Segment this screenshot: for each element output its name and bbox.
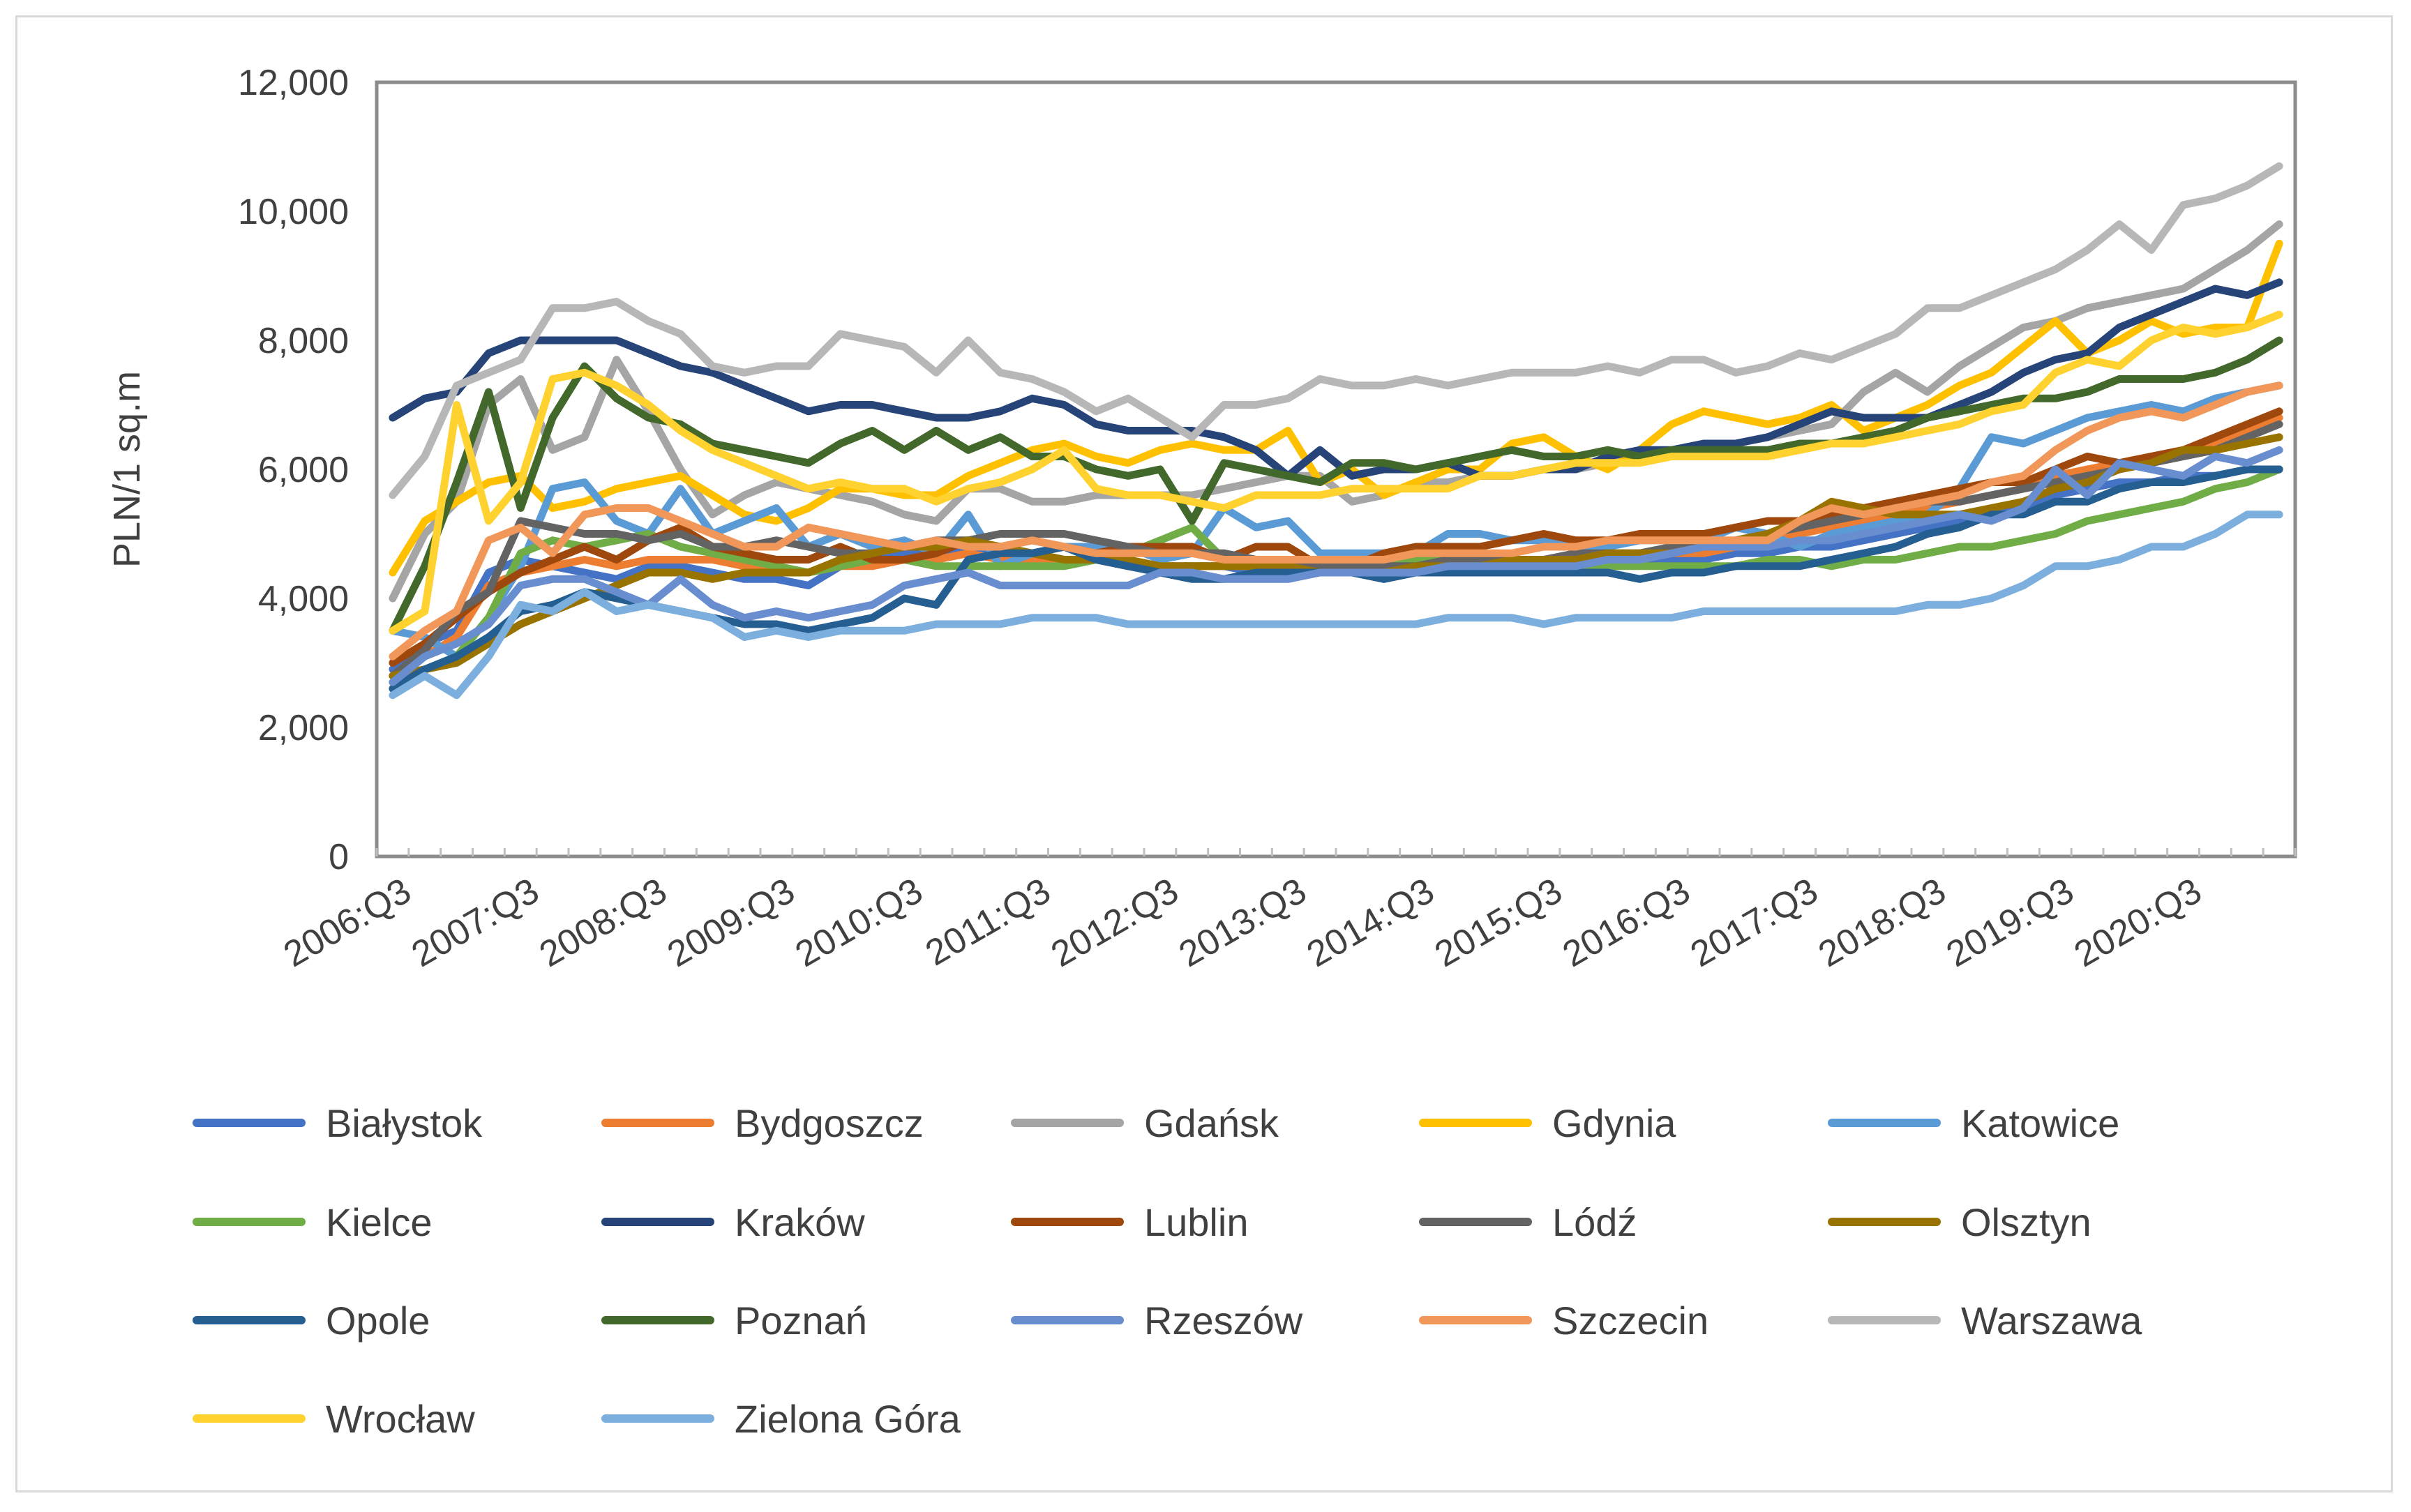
y-axis: 0 2,000 4,000 6,000 8,000 10,000 12,000 bbox=[238, 63, 349, 877]
series-line-wroc-aw bbox=[389, 310, 2283, 635]
legend-item: Lódź bbox=[1419, 1200, 1637, 1244]
y-tick-label: 4,000 bbox=[258, 579, 349, 619]
y-tick-label: 6,000 bbox=[258, 450, 349, 490]
legend-item: Katowice bbox=[1828, 1101, 2119, 1145]
x-tick-label: 2012:Q3 bbox=[1044, 870, 1185, 975]
legend-label: Lódź bbox=[1552, 1200, 1637, 1244]
legend-item: Warszawa bbox=[1828, 1299, 2142, 1343]
x-tick-label: 2018:Q3 bbox=[1812, 870, 1953, 975]
legend-label: Gdańsk bbox=[1144, 1101, 1279, 1145]
legend-label: Zielona Góra bbox=[735, 1397, 961, 1441]
series-line-katowice bbox=[389, 381, 2283, 660]
legend-item: Olsztyn bbox=[1828, 1200, 2091, 1244]
series-line-szczecin bbox=[389, 381, 2283, 660]
legend-label: Szczecin bbox=[1552, 1299, 1708, 1343]
series-layer bbox=[389, 162, 2283, 700]
legend-item: Kielce bbox=[193, 1200, 433, 1244]
x-tick-label: 2006:Q3 bbox=[277, 870, 418, 975]
x-tick-label: 2017:Q3 bbox=[1684, 870, 1825, 975]
y-axis-title: PLN/1 sq.m bbox=[106, 371, 148, 568]
legend-label: Rzeszów bbox=[1144, 1299, 1303, 1343]
x-tick-label: 2016:Q3 bbox=[1556, 870, 1697, 975]
legend-label: Bydgoszcz bbox=[735, 1101, 924, 1145]
y-tick-label: 12,000 bbox=[238, 63, 349, 103]
y-tick-label: 10,000 bbox=[238, 192, 349, 232]
legend-label: Warszawa bbox=[1961, 1299, 2142, 1343]
legend-label: Opole bbox=[326, 1299, 430, 1343]
legend-item: Poznań bbox=[601, 1299, 867, 1343]
x-tick-label: 2020:Q3 bbox=[2068, 870, 2209, 975]
chart-frame bbox=[15, 15, 2393, 1492]
legend-item: Szczecin bbox=[1419, 1299, 1708, 1343]
x-tick-label: 2019:Q3 bbox=[1939, 870, 2080, 975]
legend-item: Bydgoszcz bbox=[601, 1101, 924, 1145]
series-line-l-d- bbox=[389, 420, 2283, 680]
legend-item: Gdynia bbox=[1419, 1101, 1676, 1145]
legend-label: Kielce bbox=[326, 1200, 433, 1244]
x-tick-label: 2008:Q3 bbox=[533, 870, 674, 975]
x-tick-label: 2014:Q3 bbox=[1300, 870, 1441, 975]
legend-label: Katowice bbox=[1961, 1101, 2119, 1145]
legend-item: Lublin bbox=[1011, 1200, 1248, 1244]
x-tick-label: 2011:Q3 bbox=[919, 870, 1057, 974]
legend-label: Poznań bbox=[735, 1299, 867, 1343]
legend-label: Wrocław bbox=[326, 1397, 475, 1441]
series-line-krak-w bbox=[389, 278, 2283, 480]
series-line-pozna- bbox=[389, 336, 2283, 635]
legend-label: Kraków bbox=[735, 1200, 865, 1244]
y-tick-label: 2,000 bbox=[258, 708, 349, 748]
x-axis: 2006:Q32007:Q32008:Q32009:Q32010:Q32011:… bbox=[277, 848, 2297, 975]
legend-label: Gdynia bbox=[1552, 1101, 1676, 1145]
legend-item: Kraków bbox=[601, 1200, 865, 1244]
legend: Białystok Bydgoszcz Gdańsk Gdynia Katowice Ki… bbox=[193, 1101, 2142, 1441]
series-line-rzesz-w bbox=[389, 446, 2283, 686]
x-tick-label: 2007:Q3 bbox=[405, 870, 546, 975]
x-tick-label: 2010:Q3 bbox=[788, 870, 929, 975]
y-axis-label: PLN/1 sq.m bbox=[106, 371, 148, 568]
legend-label: Olsztyn bbox=[1961, 1200, 2091, 1244]
y-tick-label: 8,000 bbox=[258, 321, 349, 361]
x-tick-label: 2013:Q3 bbox=[1172, 870, 1313, 975]
x-tick-label: 2015:Q3 bbox=[1428, 870, 1569, 975]
legend-item: Gdańsk bbox=[1011, 1101, 1279, 1145]
legend-item: Rzeszów bbox=[1011, 1299, 1303, 1343]
legend-item: Białystok bbox=[193, 1101, 483, 1145]
series-line-zielona-g-ra bbox=[389, 511, 2283, 700]
legend-item: Wrocław bbox=[193, 1397, 475, 1441]
series-line-warszawa bbox=[389, 162, 2283, 499]
x-tick-label: 2009:Q3 bbox=[661, 870, 802, 975]
legend-label: Białystok bbox=[326, 1101, 483, 1145]
legend-label: Lublin bbox=[1144, 1200, 1248, 1244]
y-tick-label: 0 bbox=[329, 837, 349, 877]
legend-item: Opole bbox=[193, 1299, 430, 1343]
legend-item: Zielona Góra bbox=[601, 1397, 961, 1441]
